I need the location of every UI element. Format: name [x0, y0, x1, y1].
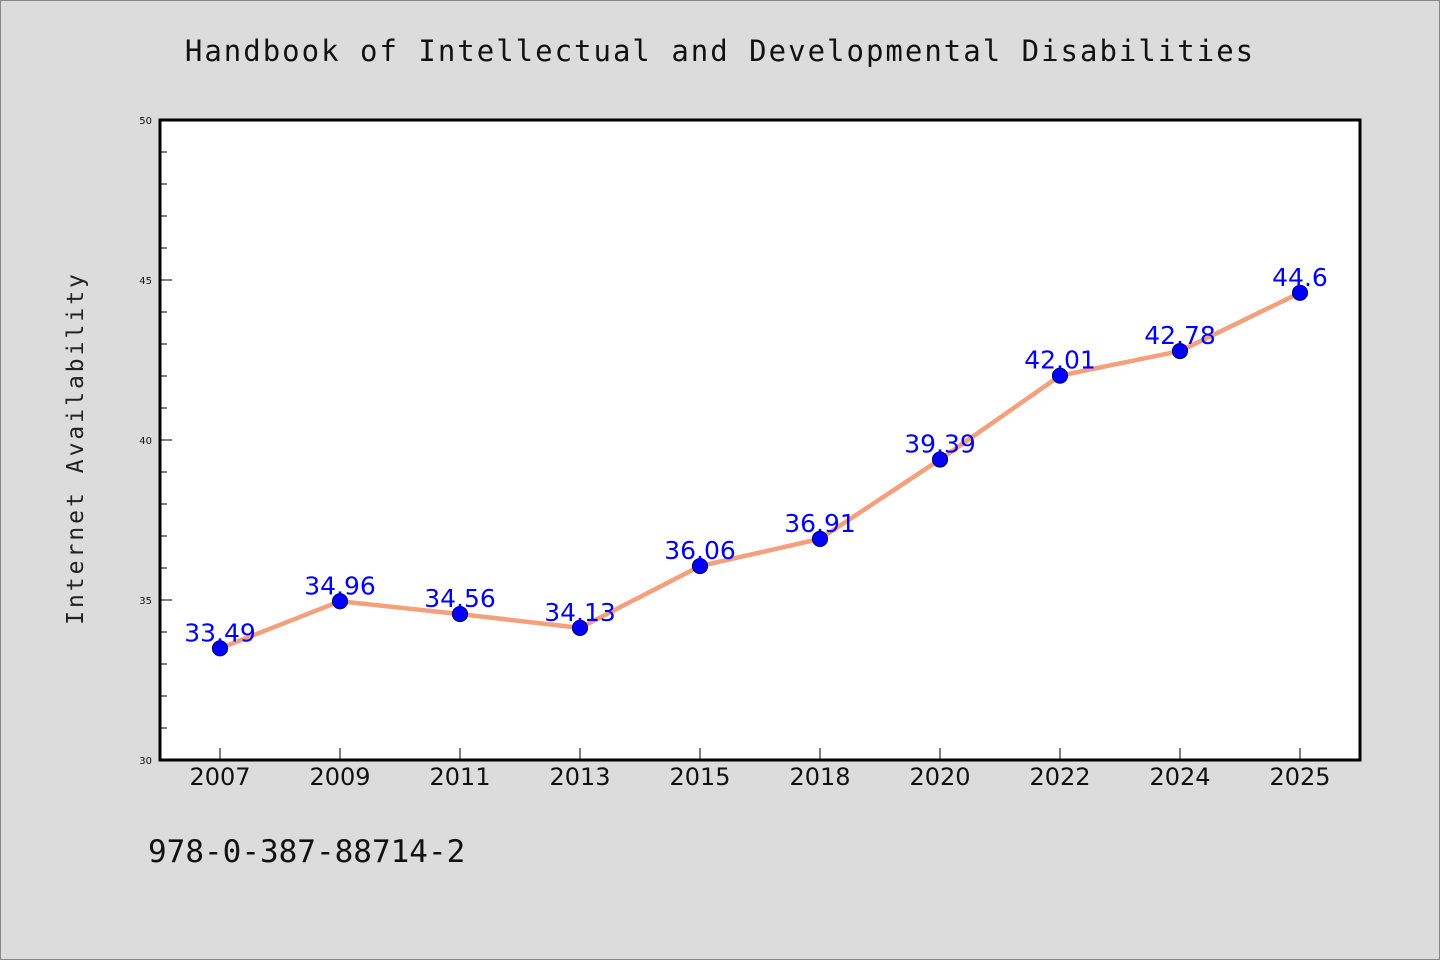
y-tick-label: 50	[139, 116, 152, 127]
data-point	[1171, 342, 1189, 360]
data-point	[691, 557, 709, 575]
x-tick-label: 2025	[1269, 763, 1330, 791]
y-axis-ticks: 30 35 40 45 50	[139, 116, 172, 767]
data-point	[571, 619, 589, 636]
data-point	[811, 530, 829, 547]
x-tick-label: 2024	[1149, 763, 1210, 791]
y-tick-label: 45	[139, 276, 152, 287]
data-label: 42.01	[1024, 346, 1096, 375]
data-point	[1051, 367, 1069, 384]
x-tick-label: 2022	[1029, 763, 1090, 791]
data-label: 42.78	[1144, 321, 1216, 350]
chart-title: Handbook of Intellectual and Development…	[184, 34, 1256, 68]
series-line	[217, 290, 1303, 651]
footer-code: 978-0-387-88714-2	[148, 834, 466, 870]
x-tick-label: 2015	[669, 763, 730, 791]
x-tick-label: 2009	[309, 763, 370, 791]
data-label: 33.49	[184, 618, 256, 647]
data-label: 34.56	[424, 584, 496, 613]
y-tick-label: 30	[139, 756, 152, 767]
x-tick-label: 2020	[909, 763, 970, 791]
data-point	[331, 593, 349, 610]
data-point	[211, 640, 229, 657]
x-tick-label: 2011	[429, 763, 490, 791]
data-label: 34.96	[304, 571, 376, 600]
data-label: 44.6	[1272, 263, 1328, 292]
data-point	[451, 605, 469, 623]
data-label: 36.06	[664, 536, 736, 565]
data-label: 39.39	[904, 430, 976, 459]
data-point	[931, 451, 949, 468]
series-group: 33.49 34.96 34.56 34.13 36.06 36.91 39.39 42.01…	[184, 263, 1328, 657]
data-label: 34.13	[544, 598, 616, 627]
plot-area	[158, 118, 1362, 762]
data-point	[1291, 284, 1309, 301]
x-tick-label: 2007	[189, 763, 250, 791]
x-tick-label: 2018	[789, 763, 850, 791]
y-tick-label: 40	[139, 436, 152, 447]
y-tick-label: 35	[139, 596, 152, 607]
x-tick-label: 2013	[549, 763, 610, 791]
data-label: 36.91	[784, 509, 856, 538]
x-axis-ticks: 2007 2009 2011 2013 2015 2018 2020 2022 2024 2025	[189, 748, 1331, 791]
